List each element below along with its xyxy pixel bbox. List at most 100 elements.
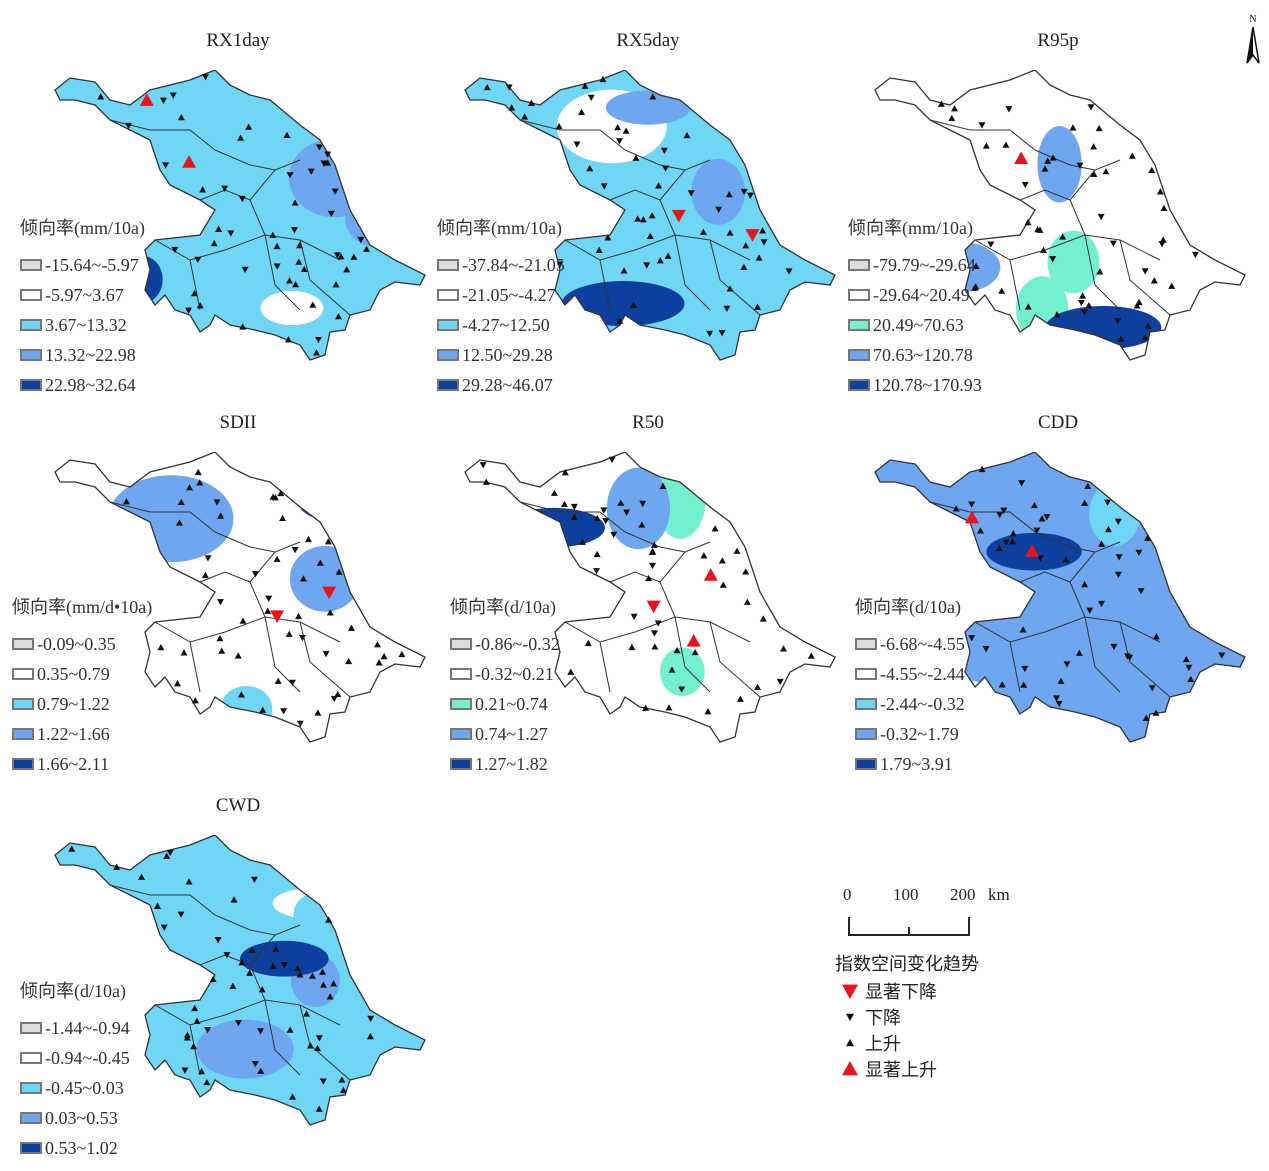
fall-marker (216, 599, 224, 606)
legend-swatch (855, 638, 877, 650)
fall-marker (600, 183, 608, 190)
rise-marker (274, 677, 282, 684)
legend-item: 3.67~13.32 (20, 310, 145, 340)
legend-swatch (12, 758, 34, 770)
significant-fall-marker (646, 600, 661, 614)
up-triangle-icon (846, 1039, 854, 1047)
scale-tick-100: 100 (893, 885, 919, 904)
significant-rise-marker (139, 93, 154, 106)
rise-marker (350, 253, 358, 260)
legend-label: 1.22~1.66 (37, 723, 110, 744)
province-boundary (464, 70, 836, 361)
legend-swatch (855, 668, 877, 680)
rise-marker (726, 285, 734, 292)
fall-marker (723, 305, 731, 312)
rise-marker (733, 547, 741, 554)
rise-marker (286, 1026, 294, 1033)
fall-marker (1126, 654, 1134, 662)
rise-marker (258, 986, 266, 993)
legend-title: 倾向率(mm/10a) (437, 218, 562, 238)
legend-item: 0.53~1.02 (20, 1133, 130, 1163)
fall-marker (1097, 600, 1105, 608)
rise-marker (324, 538, 332, 545)
rise-marker (319, 981, 327, 988)
fall-marker (296, 720, 304, 727)
city-boundary (929, 119, 1036, 151)
legend-label: -6.68~-4.55 (880, 633, 965, 654)
legend-item: -0.94~-0.45 (20, 1043, 130, 1073)
fall-marker (185, 307, 193, 314)
rise-marker (97, 93, 105, 100)
rise-marker (742, 242, 750, 249)
fall-marker (314, 336, 322, 344)
rise-marker (326, 993, 334, 1000)
fall-marker (357, 236, 365, 244)
rise-marker (1144, 534, 1152, 541)
rise-marker (295, 612, 303, 620)
fall-marker (227, 230, 235, 237)
fall-marker (587, 94, 595, 102)
map-r50 (464, 452, 836, 743)
rise-marker (1057, 677, 1065, 684)
rise-marker (978, 465, 986, 473)
rise-marker (617, 499, 625, 506)
legend-label: 1.27~1.82 (475, 753, 548, 774)
legend-label: -1.44~-0.94 (45, 1017, 130, 1038)
city-boundary (1034, 149, 1096, 171)
legend-item: -21.05~-4.27 (437, 280, 565, 310)
fall-marker (1049, 256, 1057, 263)
rise-marker (656, 257, 664, 264)
city-boundary (199, 571, 266, 618)
fall-marker (776, 678, 784, 686)
fall-marker (1043, 514, 1051, 521)
rise-marker (347, 624, 355, 631)
rise-marker (567, 668, 575, 675)
legend-rx1day: 倾向率(mm/10a) -15.64~-5.97 -5.97~3.67 3.67~13… (20, 214, 145, 400)
rise-marker (343, 266, 351, 273)
rise-marker (216, 634, 224, 642)
legend-label: 0.79~1.22 (37, 693, 110, 714)
rise-marker (239, 617, 247, 624)
city-boundary (599, 259, 611, 311)
rise-marker (593, 550, 601, 558)
rise-marker (630, 301, 638, 309)
fall-marker (630, 613, 638, 621)
fall-marker (649, 562, 657, 570)
legend-label: 12.50~29.28 (462, 344, 553, 365)
legend-item: 1.27~1.82 (450, 749, 560, 779)
rise-marker (998, 287, 1006, 294)
legend-swatch (450, 668, 472, 680)
legend-swatch (12, 698, 34, 710)
city-boundary (1084, 616, 1121, 693)
fall-marker (331, 188, 339, 195)
legend-swatch (20, 1022, 42, 1034)
rise-marker (971, 284, 979, 291)
rise-marker (173, 680, 181, 687)
significant-rise-marker (1014, 151, 1029, 164)
rise-marker (279, 514, 287, 522)
fall-marker (298, 634, 306, 642)
city-boundary (974, 234, 1161, 261)
rise-marker (550, 489, 558, 496)
rise-marker (264, 607, 272, 614)
rise-marker (755, 254, 763, 261)
rise-marker (217, 512, 225, 519)
trend-zone (897, 148, 966, 202)
rise-marker (998, 681, 1006, 688)
province-boundary (464, 452, 836, 743)
rise-marker (237, 691, 245, 698)
map-title-r95p: R95p (1037, 30, 1079, 51)
rise-marker (1053, 311, 1061, 318)
rise-marker (759, 615, 767, 622)
rise-marker (257, 1067, 265, 1074)
fall-marker (319, 1078, 327, 1085)
fall-marker (1036, 555, 1044, 562)
city-boundary (1119, 239, 1171, 316)
rise-marker (269, 962, 277, 969)
fall-marker (1018, 480, 1026, 487)
rise-marker (272, 945, 280, 952)
scale-tick-200: 200 (950, 885, 976, 904)
rise-marker (634, 215, 642, 222)
rise-marker (1084, 482, 1092, 489)
fall-marker (602, 518, 610, 525)
